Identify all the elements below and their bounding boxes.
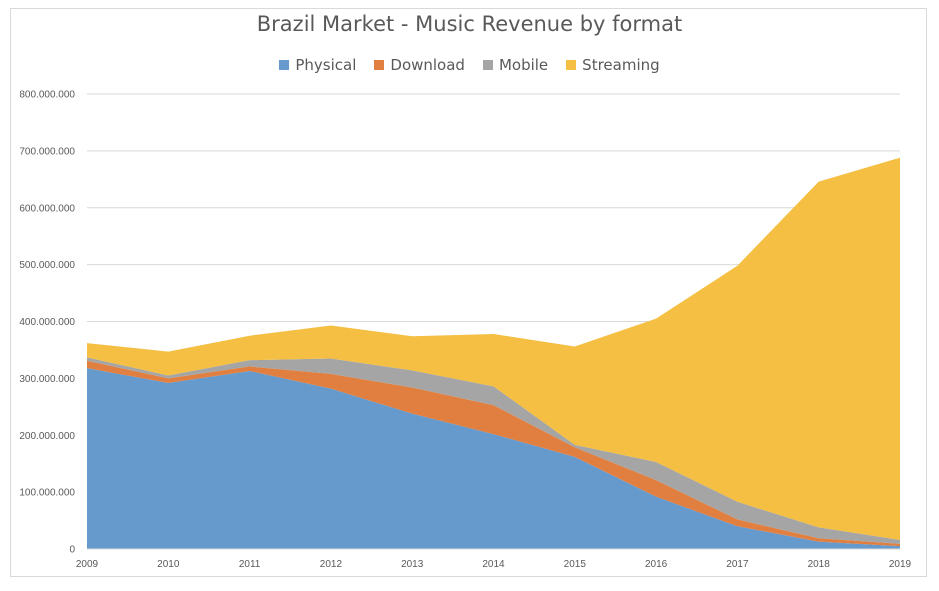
x-tick-label: 2009 [76, 559, 99, 570]
chart-title: Brazil Market - Music Revenue by format [256, 12, 683, 36]
legend-item-download: Download [374, 56, 465, 74]
x-tick-label: 2010 [157, 559, 180, 570]
x-tick-label: 2014 [482, 559, 505, 570]
x-tick-label: 2011 [239, 559, 261, 570]
legend-item-physical: Physical [279, 56, 356, 74]
area-streaming [87, 157, 900, 540]
legend-label-streaming: Streaming [582, 56, 660, 74]
x-tick-label: 2017 [726, 559, 749, 570]
y-tick-label: 700.000.000 [19, 146, 75, 157]
legend-swatch-download [374, 60, 385, 70]
y-tick-label: 500.000.000 [19, 260, 75, 271]
legend-swatch-mobile [482, 60, 493, 70]
x-tick-label: 2015 [564, 559, 587, 570]
legend-item-streaming: Streaming [566, 56, 660, 74]
x-tick-label: 2019 [889, 559, 912, 570]
legend-swatch-streaming [566, 60, 577, 70]
y-tick-label: 0 [69, 545, 75, 556]
legend: Physical Download Mobile Streaming [0, 56, 939, 74]
y-tick-label: 800.000.000 [19, 90, 75, 101]
x-tick-label: 2018 [808, 559, 831, 570]
legend-label-download: Download [390, 56, 465, 74]
legend-label-physical: Physical [295, 56, 357, 74]
y-tick-label: 100.000.000 [19, 488, 75, 499]
area-physical [87, 368, 900, 549]
legend-swatch-physical [279, 60, 290, 70]
area-mobile [87, 357, 900, 544]
y-tick-label: 400.000.000 [19, 317, 75, 328]
x-tick-label: 2013 [401, 559, 424, 570]
legend-label-mobile: Mobile [498, 56, 549, 74]
y-tick-label: 600.000.000 [19, 203, 75, 214]
area-download [87, 360, 900, 547]
y-tick-label: 200.000.000 [19, 431, 75, 442]
x-tick-label: 2012 [320, 559, 343, 570]
legend-item-mobile: Mobile [482, 56, 549, 74]
y-tick-label: 300.000.000 [19, 374, 75, 385]
x-tick-label: 2016 [645, 559, 668, 570]
